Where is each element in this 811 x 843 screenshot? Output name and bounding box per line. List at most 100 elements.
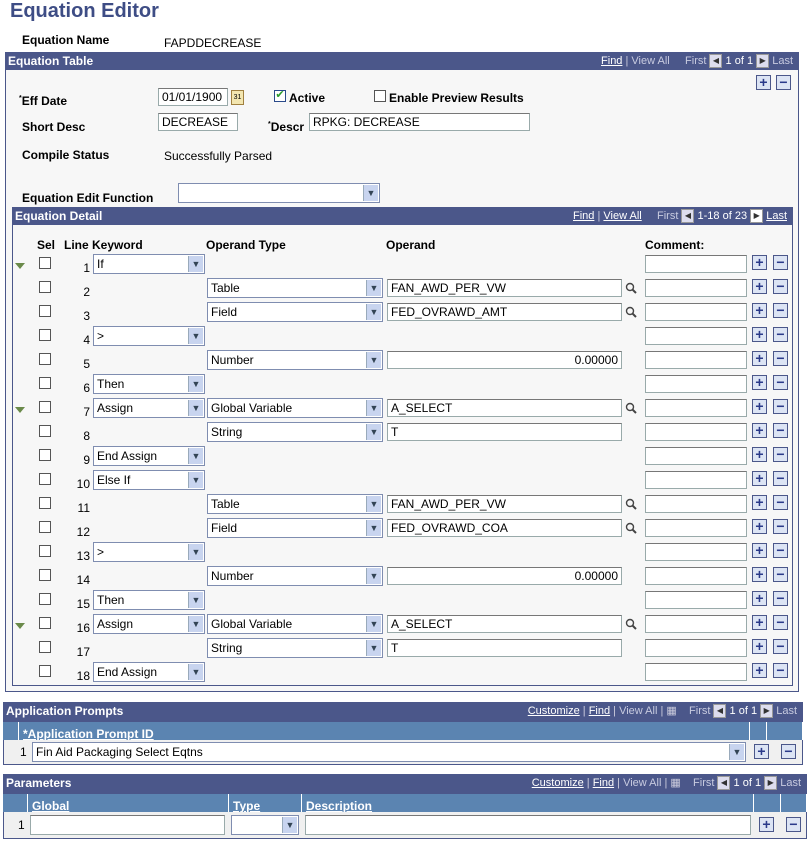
global-input[interactable] — [30, 815, 225, 835]
select-checkbox[interactable] — [39, 305, 51, 317]
delete-row-button[interactable]: − — [786, 817, 801, 832]
expand-triangle-icon[interactable] — [15, 623, 25, 629]
operand-input[interactable]: 0.00000 — [387, 567, 622, 585]
next-arrow-icon[interactable]: ▶ — [750, 209, 764, 224]
select-checkbox[interactable] — [39, 425, 51, 437]
select-checkbox[interactable] — [39, 641, 51, 653]
add-row-button[interactable]: + — [752, 399, 767, 414]
delete-row-button[interactable]: − — [773, 567, 788, 582]
operand-type-select[interactable]: String ▼ — [207, 638, 383, 658]
view-all-link[interactable]: View All — [603, 210, 642, 222]
keyword-select[interactable]: If ▼ — [93, 254, 205, 274]
delete-row-button[interactable]: − — [773, 471, 788, 486]
select-checkbox[interactable] — [39, 593, 51, 605]
operand-type-select[interactable]: Number ▼ — [207, 350, 383, 370]
operand-type-select[interactable]: Global Variable ▼ — [207, 398, 383, 418]
add-row-button[interactable]: + — [752, 663, 767, 678]
comment-input[interactable] — [645, 663, 747, 681]
lookup-icon[interactable] — [625, 282, 637, 294]
type-select[interactable]: ▼ — [231, 815, 299, 835]
add-row-button[interactable]: + — [752, 327, 767, 342]
delete-row-button[interactable]: − — [773, 375, 788, 390]
lookup-icon[interactable] — [625, 498, 637, 510]
comment-input[interactable] — [645, 543, 747, 561]
keyword-select[interactable]: End Assign ▼ — [93, 446, 205, 466]
operand-type-select[interactable]: Global Variable ▼ — [207, 614, 383, 634]
select-checkbox[interactable] — [39, 617, 51, 629]
operand-input[interactable]: FAN_AWD_PER_VW — [387, 279, 622, 297]
delete-row-button[interactable]: − — [773, 255, 788, 270]
find-link[interactable]: Find — [592, 777, 615, 789]
find-link[interactable]: Find — [601, 55, 623, 67]
operand-input[interactable]: T — [387, 639, 622, 657]
comment-input[interactable] — [645, 591, 747, 609]
comment-input[interactable] — [645, 255, 747, 273]
add-row-button[interactable]: + — [756, 75, 771, 90]
operand-type-select[interactable]: Number ▼ — [207, 566, 383, 586]
keyword-select[interactable]: End Assign ▼ — [93, 662, 205, 682]
add-row-button[interactable]: + — [752, 543, 767, 558]
find-link[interactable]: Find — [588, 705, 611, 717]
edit-function-select[interactable]: ▼ — [178, 183, 380, 203]
select-checkbox[interactable] — [39, 329, 51, 341]
operand-input[interactable]: 0.00000 — [387, 351, 622, 369]
operand-type-select[interactable]: Table ▼ — [207, 278, 383, 298]
descr-input[interactable]: RPKG: DECREASE — [309, 113, 530, 131]
delete-row-button[interactable]: − — [773, 663, 788, 678]
enable-preview-checkbox[interactable] — [374, 90, 386, 102]
keyword-select[interactable]: > ▼ — [93, 326, 205, 346]
delete-row-button[interactable]: − — [773, 591, 788, 606]
operand-type-select[interactable]: String ▼ — [207, 422, 383, 442]
comment-input[interactable] — [645, 351, 747, 369]
customize-link[interactable]: Customize — [531, 777, 584, 789]
operand-input[interactable]: A_SELECT — [387, 399, 622, 417]
comment-input[interactable] — [645, 399, 747, 417]
keyword-select[interactable]: > ▼ — [93, 542, 205, 562]
select-checkbox[interactable] — [39, 665, 51, 677]
active-checkbox[interactable]: ✔ — [274, 89, 286, 102]
lookup-icon[interactable] — [625, 618, 637, 630]
add-row-button[interactable]: + — [752, 447, 767, 462]
add-row-button[interactable]: + — [752, 495, 767, 510]
select-checkbox[interactable] — [39, 401, 51, 413]
find-link[interactable]: Find — [573, 210, 595, 222]
add-row-button[interactable]: + — [752, 639, 767, 654]
select-checkbox[interactable] — [39, 521, 51, 533]
comment-input[interactable] — [645, 279, 747, 297]
comment-input[interactable] — [645, 567, 747, 585]
add-row-button[interactable]: + — [754, 744, 769, 759]
lookup-icon[interactable] — [625, 306, 637, 318]
add-row-button[interactable]: + — [752, 375, 767, 390]
add-row-button[interactable]: + — [752, 351, 767, 366]
select-checkbox[interactable] — [39, 569, 51, 581]
keyword-select[interactable]: Else If ▼ — [93, 470, 205, 490]
delete-row-button[interactable]: − — [773, 399, 788, 414]
eff-date-input[interactable]: 01/01/1900 — [158, 88, 228, 106]
expand-triangle-icon[interactable] — [15, 263, 25, 269]
grid-download-icon[interactable]: ▦ — [666, 705, 677, 717]
add-row-button[interactable]: + — [752, 471, 767, 486]
comment-input[interactable] — [645, 375, 747, 393]
calendar-icon[interactable]: 31 — [231, 90, 244, 105]
lookup-icon[interactable] — [625, 522, 637, 534]
comment-input[interactable] — [645, 519, 747, 537]
delete-row-button[interactable]: − — [773, 495, 788, 510]
add-row-button[interactable]: + — [759, 817, 774, 832]
comment-input[interactable] — [645, 423, 747, 441]
delete-row-button[interactable]: − — [773, 423, 788, 438]
comment-input[interactable] — [645, 615, 747, 633]
delete-row-button[interactable]: − — [776, 75, 791, 90]
comment-input[interactable] — [645, 471, 747, 489]
delete-row-button[interactable]: − — [773, 615, 788, 630]
lookup-icon[interactable] — [625, 402, 637, 414]
description-input[interactable] — [305, 815, 751, 835]
add-row-button[interactable]: + — [752, 303, 767, 318]
add-row-button[interactable]: + — [752, 591, 767, 606]
operand-input[interactable]: FED_OVRAWD_COA — [387, 519, 622, 537]
delete-row-button[interactable]: − — [773, 327, 788, 342]
delete-row-button[interactable]: − — [773, 519, 788, 534]
keyword-select[interactable]: Then ▼ — [93, 590, 205, 610]
operand-input[interactable]: T — [387, 423, 622, 441]
select-checkbox[interactable] — [39, 473, 51, 485]
add-row-button[interactable]: + — [752, 519, 767, 534]
